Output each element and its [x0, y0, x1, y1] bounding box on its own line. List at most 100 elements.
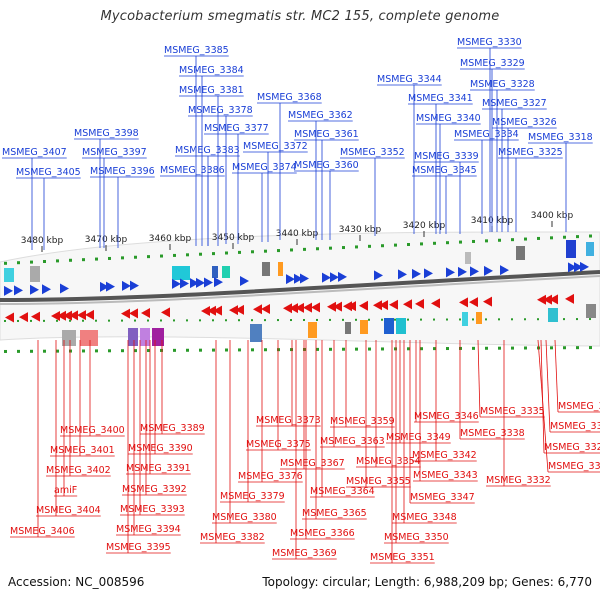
- track-dot: [212, 252, 215, 256]
- forward-gene-label: MSMEG_3385: [164, 45, 229, 56]
- forward-gene-label: MSMEG_3398: [74, 128, 139, 139]
- track-dot: [173, 253, 176, 257]
- track-dot: [4, 319, 6, 322]
- forward-gene-arrow: [294, 273, 303, 284]
- feature-box: [250, 324, 262, 342]
- reverse-gene-label: MSMEG_3367: [280, 458, 345, 469]
- track-dot: [95, 257, 98, 261]
- reverse-gene-arrow: [415, 298, 424, 309]
- track-dot: [303, 347, 306, 351]
- track-dot: [108, 256, 111, 260]
- track-dot: [563, 235, 566, 239]
- track-dot: [225, 251, 228, 255]
- track-dot: [134, 255, 137, 259]
- reverse-gene-label: amiF: [54, 485, 77, 496]
- forward-gene-arrow: [484, 265, 493, 276]
- reverse-gene-arrow: [201, 306, 210, 316]
- reverse-gene-arrow: [431, 298, 440, 309]
- track-dot: [485, 318, 487, 321]
- reverse-gene-label: MSMEG_3400: [60, 425, 125, 436]
- kbp-label: 3430 kbp: [339, 225, 382, 235]
- forward-gene-arrow: [568, 262, 577, 273]
- track-dot: [433, 318, 435, 321]
- track-dot: [277, 249, 280, 253]
- track-dot: [134, 319, 136, 322]
- forward-gene-arrow: [398, 269, 407, 280]
- kbp-label: 3480 kbp: [21, 236, 64, 246]
- reverse-gene-arrow: [565, 293, 574, 304]
- track-dot: [589, 346, 592, 350]
- track-dot: [56, 349, 59, 353]
- reverse-gene-label: MSMEG_3395: [106, 542, 171, 553]
- track-dot: [121, 319, 123, 322]
- reverse-gene-arrow: [31, 311, 40, 322]
- forward-gene-label: MSMEG_3339: [414, 151, 479, 162]
- track-dot: [498, 238, 501, 242]
- track-dot: [30, 319, 32, 322]
- track-dot: [43, 319, 45, 322]
- reverse-gene-arrow: [549, 294, 558, 305]
- track-dot: [537, 318, 539, 321]
- reverse-gene-label: MSMEG_3324: [548, 461, 600, 472]
- forward-gene-label: MSMEG_3340: [416, 113, 481, 124]
- forward-gene-arrow: [130, 280, 139, 291]
- track-dot: [160, 319, 162, 322]
- reverse-gene-label: MSMEG_3349: [386, 432, 451, 443]
- forward-gene-label: MSMEG_3374: [232, 162, 297, 173]
- track-dot: [472, 318, 474, 321]
- feature-box: [128, 328, 138, 346]
- reverse-gene-arrow: [77, 310, 86, 321]
- reverse-gene-arrow: [347, 301, 356, 312]
- forward-gene-label: MSMEG_3330: [457, 37, 522, 48]
- leader-line: [477, 339, 481, 418]
- reverse-gene-label: MSMEG_3376: [238, 471, 303, 482]
- track-dot: [173, 319, 175, 322]
- forward-gene-arrow: [190, 278, 199, 289]
- track-dot: [511, 318, 513, 321]
- forward-gene-arrow: [122, 280, 131, 291]
- track-dot: [30, 349, 33, 353]
- reverse-gene-label: MSMEG_3380: [212, 512, 277, 523]
- reverse-gene-arrow: [161, 307, 170, 318]
- reverse-gene-label: MSMEG_3406: [10, 526, 75, 537]
- forward-gene-arrow: [196, 277, 205, 288]
- track-dot: [4, 261, 7, 265]
- kbp-label: 3460 kbp: [149, 234, 192, 244]
- forward-gene-label: MSMEG_3407: [2, 147, 67, 158]
- forward-gene-arrow: [300, 273, 309, 284]
- track-dot: [433, 241, 436, 245]
- kbp-label: 3440 kbp: [276, 229, 319, 239]
- reverse-gene-arrow: [311, 302, 320, 313]
- track-dot: [108, 349, 111, 353]
- kbp-label: 3470 kbp: [85, 235, 128, 245]
- track-dot: [329, 318, 331, 321]
- track-dot: [381, 318, 383, 321]
- reverse-gene-arrow: [63, 310, 72, 321]
- reverse-gene-arrow: [5, 312, 14, 323]
- forward-gene-label: MSMEG_3362: [288, 110, 353, 121]
- reverse-gene-arrow: [469, 297, 478, 308]
- track-dot: [472, 239, 475, 243]
- feature-box: [586, 304, 596, 318]
- forward-gene-arrow: [330, 272, 339, 283]
- forward-gene-label: MSMEG_3383: [175, 145, 240, 156]
- track-dot: [550, 236, 553, 240]
- reverse-gene-arrow: [213, 305, 222, 316]
- track-dot: [303, 318, 305, 321]
- track-dot: [355, 347, 358, 351]
- track-dot: [511, 238, 514, 242]
- track-dot: [342, 347, 345, 351]
- track-dot: [576, 235, 579, 239]
- feature-box: [548, 308, 558, 322]
- reverse-gene-arrow: [289, 303, 298, 314]
- reverse-gene-label: MSMEG_3354: [356, 456, 421, 467]
- track-dot: [511, 346, 514, 350]
- reverse-gene-label: MSMEG_3350: [384, 532, 449, 543]
- reverse-gene-label: MSMEG_3391: [126, 463, 191, 474]
- track-dot: [550, 346, 553, 350]
- track-dot: [264, 348, 267, 352]
- reverse-gene-arrow: [483, 296, 492, 307]
- forward-gene-arrow: [30, 284, 39, 295]
- reverse-gene-label: MSMEG_3393: [120, 504, 185, 515]
- reverse-gene-label: MSMEG_3323: [544, 442, 600, 453]
